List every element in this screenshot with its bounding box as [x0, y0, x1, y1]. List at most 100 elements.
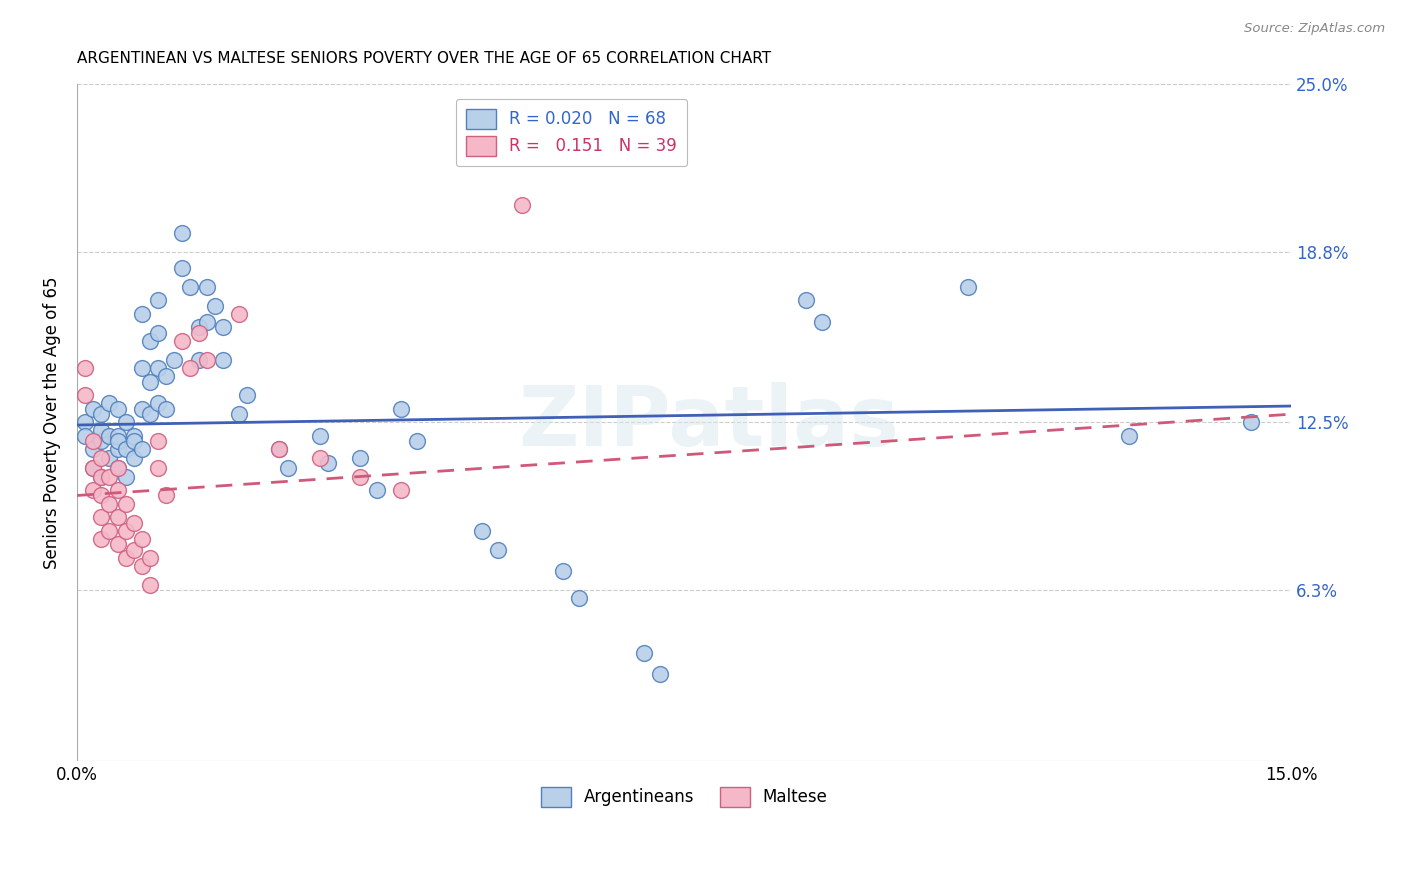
Point — [155, 369, 177, 384]
Point — [114, 442, 136, 457]
Point — [82, 442, 104, 457]
Point — [122, 450, 145, 465]
Point — [107, 461, 129, 475]
Point — [187, 353, 209, 368]
Point — [122, 429, 145, 443]
Point — [187, 326, 209, 340]
Point — [107, 442, 129, 457]
Point — [1240, 415, 1263, 429]
Point — [366, 483, 388, 497]
Point — [82, 461, 104, 475]
Point — [75, 361, 97, 376]
Point — [90, 424, 112, 438]
Point — [211, 353, 233, 368]
Point — [90, 469, 112, 483]
Point — [122, 542, 145, 557]
Point — [75, 388, 97, 402]
Point — [98, 396, 121, 410]
Point — [155, 401, 177, 416]
Legend: Argentineans, Maltese: Argentineans, Maltese — [534, 780, 834, 814]
Point — [139, 550, 162, 565]
Point — [98, 429, 121, 443]
Point — [269, 442, 291, 457]
Text: Source: ZipAtlas.com: Source: ZipAtlas.com — [1244, 22, 1385, 36]
Point — [510, 198, 533, 212]
Point — [139, 578, 162, 592]
Point — [389, 483, 412, 497]
Point — [309, 429, 332, 443]
Point — [90, 532, 112, 546]
Point — [648, 667, 671, 681]
Point — [139, 334, 162, 348]
Point — [90, 510, 112, 524]
Point — [82, 461, 104, 475]
Point — [633, 646, 655, 660]
Point — [309, 450, 332, 465]
Point — [98, 524, 121, 538]
Point — [172, 226, 194, 240]
Point — [163, 353, 186, 368]
Point — [114, 524, 136, 538]
Point — [349, 469, 371, 483]
Point — [794, 293, 817, 308]
Point — [269, 442, 291, 457]
Point — [228, 307, 250, 321]
Point — [107, 429, 129, 443]
Point — [114, 415, 136, 429]
Point — [82, 401, 104, 416]
Point — [236, 388, 259, 402]
Point — [131, 307, 153, 321]
Point — [228, 407, 250, 421]
Point — [172, 334, 194, 348]
Point — [90, 469, 112, 483]
Point — [82, 434, 104, 449]
Point — [131, 558, 153, 573]
Point — [146, 361, 169, 376]
Point — [146, 326, 169, 340]
Point — [195, 315, 218, 329]
Point — [551, 565, 574, 579]
Point — [195, 280, 218, 294]
Point — [107, 434, 129, 449]
Point — [139, 375, 162, 389]
Point — [139, 407, 162, 421]
Point — [146, 396, 169, 410]
Point — [114, 469, 136, 483]
Point — [75, 415, 97, 429]
Point — [98, 497, 121, 511]
Point — [179, 280, 201, 294]
Point — [155, 488, 177, 502]
Point — [122, 434, 145, 449]
Point — [75, 429, 97, 443]
Point — [486, 542, 509, 557]
Point — [277, 461, 299, 475]
Point — [98, 450, 121, 465]
Y-axis label: Seniors Poverty Over the Age of 65: Seniors Poverty Over the Age of 65 — [44, 276, 60, 568]
Point — [146, 434, 169, 449]
Point — [107, 483, 129, 497]
Text: ARGENTINEAN VS MALTESE SENIORS POVERTY OVER THE AGE OF 65 CORRELATION CHART: ARGENTINEAN VS MALTESE SENIORS POVERTY O… — [77, 51, 772, 66]
Point — [82, 483, 104, 497]
Point — [389, 401, 412, 416]
Point — [146, 293, 169, 308]
Point — [811, 315, 834, 329]
Point — [98, 469, 121, 483]
Point — [107, 461, 129, 475]
Point — [90, 488, 112, 502]
Point — [956, 280, 979, 294]
Point — [114, 497, 136, 511]
Point — [131, 442, 153, 457]
Point — [406, 434, 429, 449]
Point — [187, 320, 209, 334]
Point — [131, 401, 153, 416]
Point — [114, 550, 136, 565]
Point — [90, 407, 112, 421]
Point — [131, 532, 153, 546]
Point — [211, 320, 233, 334]
Point — [179, 361, 201, 376]
Point — [172, 260, 194, 275]
Point — [90, 434, 112, 449]
Point — [316, 456, 339, 470]
Text: ZIPatlas: ZIPatlas — [517, 382, 898, 463]
Point — [204, 299, 226, 313]
